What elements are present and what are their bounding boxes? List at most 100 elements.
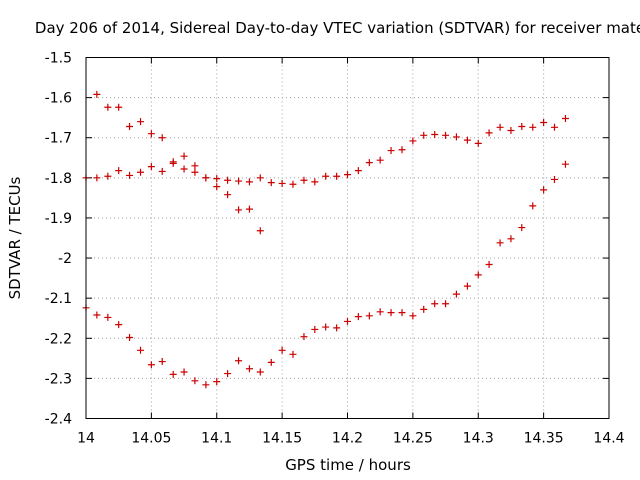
data-point: [137, 346, 145, 354]
data-point: [126, 333, 134, 341]
data-point: [474, 271, 482, 279]
data-point: [529, 123, 537, 131]
y-tick-label: -2.2: [45, 331, 72, 347]
data-point: [300, 176, 308, 184]
data-point: [485, 129, 493, 137]
data-point: [147, 130, 155, 138]
data-point: [354, 167, 362, 175]
y-tick-label: -1.7: [45, 131, 72, 147]
data-point: [158, 358, 166, 366]
data-point: [202, 174, 210, 182]
data-point: [518, 224, 526, 232]
data-point: [93, 90, 101, 98]
data-point: [213, 183, 221, 191]
data-point: [550, 123, 558, 131]
x-tick-label: 14.35: [524, 431, 564, 447]
data-point: [474, 139, 482, 147]
data-point: [104, 103, 112, 111]
data-point: [387, 147, 395, 155]
x-axis-label: GPS time / hours: [285, 456, 411, 474]
data-point: [420, 131, 428, 139]
data-point: [158, 134, 166, 142]
data-point: [267, 179, 275, 187]
data-point: [235, 206, 243, 214]
data-point: [137, 168, 145, 176]
data-point: [147, 163, 155, 171]
data-point: [93, 311, 101, 319]
data-point: [354, 313, 362, 321]
series-lower: [82, 160, 569, 389]
data-point: [224, 191, 232, 199]
data-point: [169, 159, 177, 167]
data-point: [245, 205, 253, 213]
data-point: [191, 377, 199, 385]
data-point: [191, 168, 199, 176]
data-point: [202, 381, 210, 389]
data-point: [256, 227, 264, 235]
data-point: [387, 309, 395, 317]
data-point: [278, 179, 286, 187]
data-point: [213, 378, 221, 386]
y-tick-label: -1.5: [45, 51, 72, 67]
data-point: [300, 333, 308, 341]
data-point: [365, 159, 373, 167]
data-point: [529, 202, 537, 210]
data-point: [333, 324, 341, 332]
data-point: [344, 317, 351, 325]
data-point: [180, 165, 188, 173]
data-point: [115, 167, 123, 175]
y-tick-label: -2.4: [45, 412, 72, 428]
data-point: [561, 114, 569, 122]
data-point: [507, 127, 515, 135]
data-point: [442, 300, 450, 308]
data-point: [496, 123, 504, 131]
x-tick-label: 14.15: [262, 431, 302, 447]
grid: [86, 57, 609, 419]
data-point: [463, 136, 471, 144]
data-point: [169, 370, 177, 378]
data-point: [158, 167, 166, 175]
axis-ticks: 14 14.05 14.1 14.15 14.2 14.25 14.3 14.35 14.4 -1…: [45, 51, 625, 447]
data-point: [180, 368, 188, 376]
data-point: [365, 312, 373, 320]
data-point: [333, 172, 341, 180]
x-tick-label: 14.1: [201, 431, 232, 447]
data-point: [278, 346, 286, 354]
data-point: [104, 172, 112, 180]
chart-title: Day 206 of 2014, Sidereal Day-to-day VTE…: [35, 19, 640, 37]
data-point: [126, 171, 134, 179]
x-tick-label: 14.05: [131, 431, 171, 447]
data-points: [82, 90, 569, 389]
x-tick-label: 14.25: [393, 431, 433, 447]
data-point: [137, 118, 145, 126]
data-point: [245, 178, 253, 186]
y-tick-label: -1.6: [45, 91, 72, 107]
data-point: [540, 186, 548, 194]
data-point: [322, 172, 330, 180]
data-point: [224, 176, 232, 184]
data-point: [311, 178, 319, 186]
y-axis-label: SDTVAR / TECUs: [6, 176, 24, 299]
y-tick-label: -2: [58, 251, 72, 267]
data-point: [147, 361, 155, 369]
data-point: [93, 174, 101, 182]
series-upper: [93, 90, 264, 235]
data-point: [420, 305, 428, 313]
plot-frame: [85, 57, 610, 419]
data-point: [496, 239, 504, 247]
data-point: [289, 350, 297, 358]
data-point: [409, 137, 417, 145]
data-point: [376, 308, 384, 316]
data-point: [245, 365, 253, 373]
x-tick-label: 14.2: [332, 431, 363, 447]
data-point: [485, 260, 493, 268]
x-tick-label: 14: [77, 431, 95, 447]
data-point: [256, 368, 264, 376]
data-point: [115, 321, 123, 329]
data-point: [115, 103, 123, 111]
series-middle: [82, 114, 569, 188]
data-point: [322, 323, 330, 331]
data-point: [311, 325, 319, 333]
data-point: [256, 174, 264, 182]
